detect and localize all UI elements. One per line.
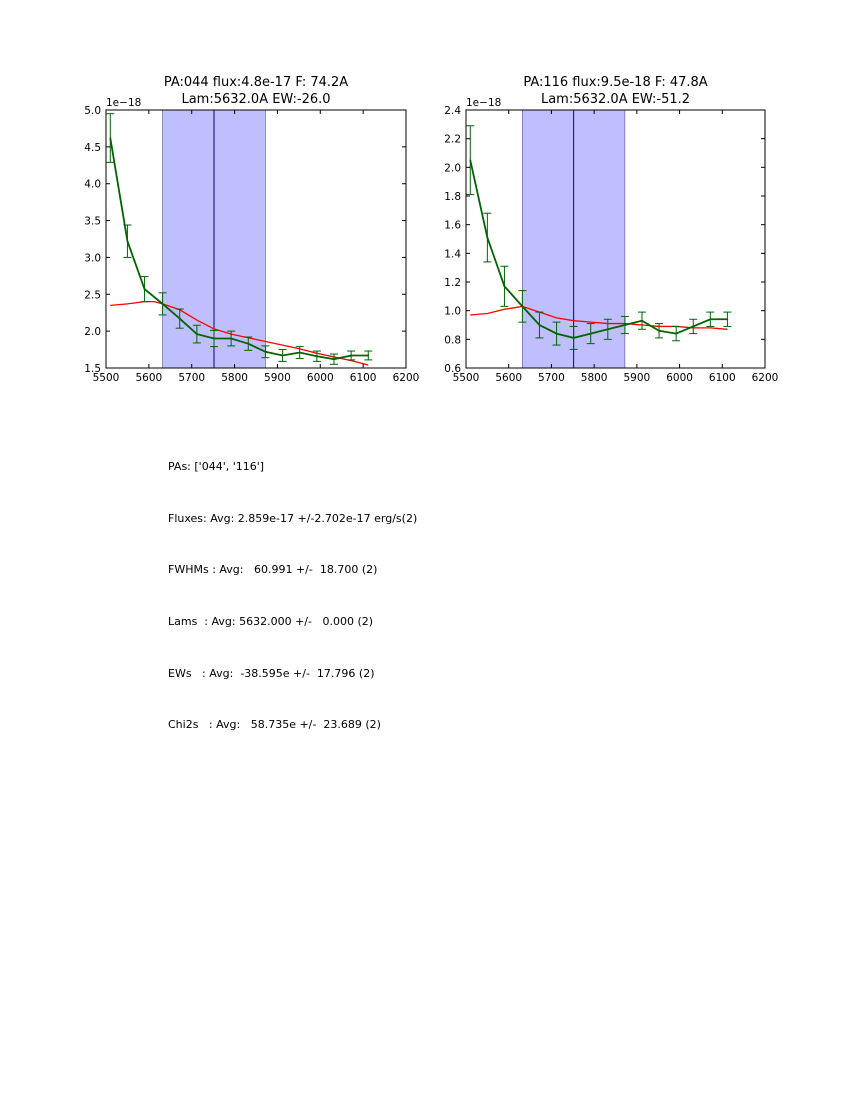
- x-tick-label: 6200: [752, 372, 779, 384]
- data-point: [178, 317, 181, 320]
- y-tick-label: 4.0: [84, 179, 101, 191]
- x-tick-label: 5700: [538, 372, 565, 384]
- x-tick-label: 6200: [393, 372, 420, 384]
- data-point: [641, 319, 643, 322]
- y-tick-label: 1.8: [444, 191, 461, 203]
- y-tick-label: 0.8: [444, 334, 461, 346]
- axes-frame: [465, 109, 766, 369]
- y-tick-label: 1.6: [444, 220, 461, 232]
- x-tick-label: 6000: [666, 372, 693, 384]
- data-point: [264, 350, 267, 353]
- data-line: [109, 137, 369, 361]
- y-tick-label: 3.0: [84, 252, 101, 264]
- x-tick-label: 5700: [178, 372, 205, 384]
- data-point: [555, 332, 558, 335]
- y-tick-label: 2.0: [84, 326, 101, 338]
- data-point: [333, 358, 335, 360]
- data-point: [709, 318, 712, 321]
- x-tick-label: 5900: [623, 372, 650, 384]
- y-tick-label: 5.0: [84, 105, 101, 117]
- data-point: [196, 333, 198, 335]
- y-tick-label: 1.4: [444, 248, 461, 260]
- data-point: [469, 159, 472, 161]
- data-point: [316, 355, 318, 358]
- data-point: [143, 288, 146, 290]
- y-tick-label: 2.4: [444, 105, 461, 117]
- x-tick-label: 5600: [495, 372, 522, 384]
- chart-title-line1: PA:044 flux:4.8e-17 F: 74.2A: [164, 75, 348, 90]
- data-point: [521, 305, 524, 308]
- stats-ews: EWs : Avg: -38.595e +/- 17.796 (2): [168, 666, 375, 680]
- chart-title-line1: PA:116 flux:9.5e-18 F: 47.8A: [523, 75, 707, 90]
- data-point: [726, 318, 729, 321]
- x-tick-label: 5600: [135, 372, 162, 384]
- plot-area: [106, 110, 373, 368]
- y-tick-label: 1.0: [444, 306, 461, 318]
- stats-fwhms: FWHMs : Avg: 60.991 +/- 18.700 (2): [168, 563, 378, 577]
- data-point: [298, 351, 301, 354]
- y-tick-label: 0.6: [444, 363, 461, 375]
- data-point: [624, 324, 626, 326]
- data-point: [692, 325, 695, 328]
- data-point: [538, 324, 541, 326]
- data-point: [503, 285, 506, 288]
- y-tick-label: 1.2: [444, 277, 461, 289]
- data-point: [247, 342, 250, 345]
- data-line: [469, 159, 728, 339]
- data-point: [126, 240, 129, 243]
- data-point: [213, 337, 215, 340]
- x-tick-label: 6100: [709, 372, 736, 384]
- data-point: [572, 337, 575, 339]
- fit-line: [470, 305, 728, 330]
- chart-panel-2: PA:116 flux:9.5e-18 F: 47.8A Lam:5632.0A …: [444, 75, 778, 384]
- data-point: [658, 329, 660, 332]
- x-tick-label: 6100: [350, 372, 377, 384]
- chart-title-line2: Lam:5632.0A EW:-51.2: [541, 92, 690, 107]
- data-point: [350, 354, 352, 357]
- data-point: [230, 337, 232, 340]
- data-point: [675, 332, 677, 335]
- x-tick-label: 5500: [93, 372, 120, 384]
- x-tick-label: 5500: [453, 372, 480, 384]
- stats-pas: PAs: ['044', '116']: [168, 460, 265, 473]
- data-point: [486, 236, 489, 239]
- stats-lams: Lams : Avg: 5632.000 +/- 0.000 (2): [168, 615, 374, 629]
- x-tick-label: 6000: [307, 372, 334, 384]
- x-tick-label: 5800: [581, 372, 608, 384]
- data-point: [367, 354, 370, 357]
- y-tick-label: 2.5: [84, 289, 101, 301]
- y-offset-label: 1e−18: [466, 97, 501, 109]
- x-tick-label: 5800: [221, 372, 248, 384]
- stats-chi2s: Chi2s : Avg: 58.735e +/- 23.689 (2): [168, 718, 381, 732]
- y-tick-label: 2.2: [444, 134, 461, 146]
- data-point: [109, 137, 112, 139]
- axes-frame: [105, 109, 407, 369]
- y-tick-label: 3.5: [84, 216, 101, 228]
- stats-fluxes: Fluxes: Avg: 2.859e-17 +/-2.702e-17 erg/…: [168, 511, 418, 525]
- y-tick-label: 4.5: [84, 142, 101, 154]
- y-tick-label: 1.5: [84, 363, 101, 375]
- data-point: [281, 354, 284, 357]
- stats-block: PAs: ['044', '116'] Fluxes: Avg: 2.859e-…: [168, 434, 417, 757]
- x-tick-label: 5900: [264, 372, 291, 384]
- data-point: [607, 328, 609, 331]
- data-point: [161, 303, 164, 305]
- y-offset-label: 1e−18: [106, 97, 141, 109]
- chart-title-line2: Lam:5632.0A EW:-26.0: [181, 92, 330, 107]
- data-point: [589, 332, 592, 335]
- plot-area: [466, 110, 732, 368]
- y-tick-label: 2.0: [444, 162, 461, 174]
- chart-panel-1: PA:044 flux:4.8e-17 F: 74.2A Lam:5632.0A …: [84, 75, 419, 384]
